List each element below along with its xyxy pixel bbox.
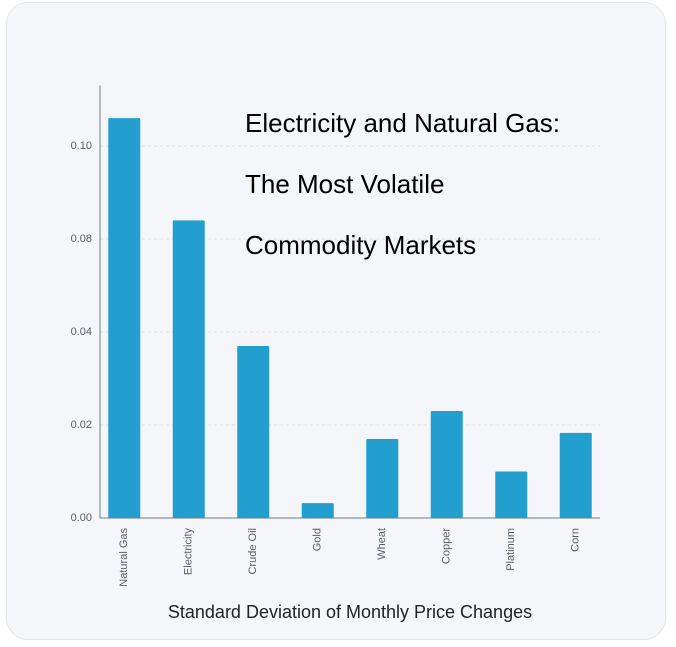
x-tick-label: Wheat (376, 528, 388, 560)
x-axis-label: Standard Deviation of Monthly Price Chan… (168, 602, 532, 622)
y-tick-label: 0.00 (71, 512, 92, 524)
x-tick-label: Electricity (183, 528, 195, 576)
chart-title: Commodity Markets (245, 230, 476, 260)
chart-title: Electricity and Natural Gas: (245, 108, 560, 138)
bar (366, 438, 399, 518)
bar (108, 118, 141, 518)
y-tick-label: 0.02 (71, 419, 92, 431)
bar (301, 503, 334, 518)
bar (495, 471, 528, 518)
y-tick-label: 0.04 (71, 326, 92, 338)
x-tick-label: Platinum (505, 528, 517, 571)
y-tick-label: 0.08 (71, 233, 92, 245)
bar (430, 411, 463, 518)
x-tick-label: Natural Gas (118, 528, 130, 587)
bar (172, 220, 205, 518)
chart-title: The Most Volatile (245, 169, 444, 199)
bar (237, 345, 270, 518)
x-tick-label: Gold (312, 528, 324, 551)
x-tick-label: Corn (570, 528, 582, 552)
x-tick-label: Copper (441, 528, 453, 564)
x-tick-label: Crude Oil (247, 528, 259, 574)
bar (559, 432, 592, 518)
y-tick-label: 0.10 (71, 140, 92, 152)
